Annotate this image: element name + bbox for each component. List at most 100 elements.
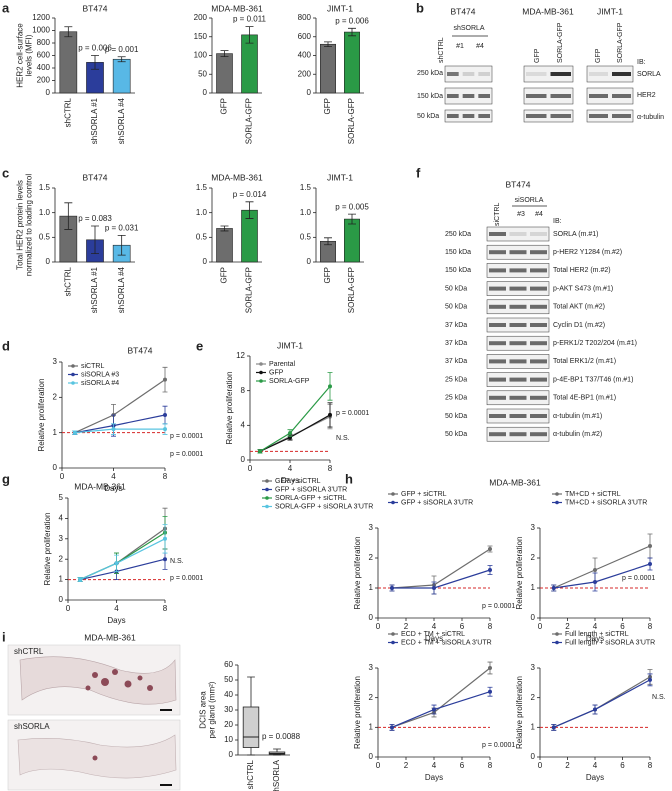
legend-marker bbox=[391, 500, 395, 505]
image-label: shCTRL bbox=[14, 647, 44, 656]
legend-label: Parental bbox=[269, 361, 296, 368]
x-tick-label: shCTRL bbox=[63, 266, 72, 296]
series-line bbox=[553, 676, 651, 728]
annotation: p = 0.0088 bbox=[262, 732, 301, 741]
series-line bbox=[79, 558, 166, 581]
panel-letter: b bbox=[416, 0, 424, 15]
x-tick-label: shCTRL bbox=[246, 759, 255, 789]
annotation: p = 0.0001 bbox=[170, 451, 203, 458]
band bbox=[612, 94, 631, 98]
legend-marker bbox=[391, 640, 395, 645]
annotation: p = 0.031 bbox=[105, 223, 139, 232]
y-tick-label: 3 bbox=[59, 534, 64, 543]
band bbox=[489, 414, 506, 418]
y-tick-label: 1.5 bbox=[300, 183, 312, 192]
lane-label: shSORLA bbox=[453, 25, 484, 32]
band bbox=[509, 359, 527, 364]
antibody: p-HER2 Y1284 (m.#2) bbox=[553, 249, 622, 256]
x-tick-label: GFP bbox=[220, 267, 229, 283]
point bbox=[593, 568, 597, 572]
kda-marker: 50 kDa bbox=[445, 304, 467, 311]
y-tick-label: 2 bbox=[53, 392, 58, 401]
point bbox=[111, 427, 116, 432]
annotation: p = 0.001 bbox=[105, 45, 139, 54]
x-tick-label: 2 bbox=[565, 622, 570, 631]
y-tick-label: 2 bbox=[531, 553, 536, 562]
lane-label: #1 bbox=[456, 43, 464, 50]
point bbox=[163, 427, 167, 432]
y-tick-label: 150 bbox=[194, 32, 208, 41]
lane-label: #4 bbox=[476, 43, 484, 50]
cell-line: BT474 bbox=[450, 6, 475, 16]
x-tick-label: GFP bbox=[323, 98, 332, 114]
y-tick-label: 0.5 bbox=[39, 232, 51, 241]
point bbox=[593, 707, 597, 712]
panel-letter: h bbox=[345, 471, 353, 486]
band bbox=[509, 414, 527, 418]
antibody: p-AKT S473 (m.#1) bbox=[553, 285, 613, 292]
x-tick-label: shSORLA bbox=[272, 759, 281, 791]
blot bbox=[523, 109, 574, 123]
x-tick-label: shSORLA #1 bbox=[90, 266, 99, 313]
y-tick-label: 0 bbox=[307, 257, 312, 266]
series-line bbox=[392, 569, 491, 589]
band bbox=[530, 395, 547, 400]
y-tick-label: 100 bbox=[194, 51, 208, 60]
band bbox=[478, 94, 490, 98]
legend-label: siSORLA #3 bbox=[81, 371, 119, 378]
y-tick-label: 0 bbox=[369, 613, 374, 622]
legend-marker bbox=[265, 496, 269, 500]
legend-label: TM+CD + siSORLA 3'UTR bbox=[565, 499, 647, 506]
kda-marker: 50 kDa bbox=[445, 413, 467, 420]
band bbox=[530, 377, 547, 382]
point bbox=[114, 561, 119, 566]
y-axis-label: Relative proliferation bbox=[37, 379, 46, 452]
y-tick-label: 0 bbox=[46, 257, 51, 266]
x-tick-label: 4 bbox=[111, 472, 116, 481]
bar bbox=[344, 31, 360, 94]
x-tick-label: 6 bbox=[460, 761, 465, 770]
x-tick-label: 8 bbox=[163, 472, 168, 481]
y-tick-label: 1.0 bbox=[196, 208, 208, 217]
band bbox=[509, 268, 527, 273]
band bbox=[478, 72, 490, 76]
antibody: α-tubulin bbox=[637, 114, 664, 121]
legend-marker bbox=[555, 640, 559, 645]
y-tick-label: 0 bbox=[59, 595, 64, 604]
y-tick-label: 400 bbox=[37, 63, 51, 72]
band bbox=[489, 395, 506, 400]
legend-label: siCTRL bbox=[81, 363, 104, 370]
error-bar bbox=[64, 202, 73, 230]
y-tick-label: 400 bbox=[298, 51, 312, 60]
x-tick-label: 0 bbox=[376, 761, 381, 770]
chart-title: JIMT-1 bbox=[327, 3, 353, 13]
x-tick-label: shSORLA #1 bbox=[90, 97, 99, 144]
annotation: p = 0.006 bbox=[78, 44, 112, 53]
point bbox=[488, 547, 492, 551]
band bbox=[509, 304, 527, 309]
legend-label: SORLA-GFP + siSORLA 3'UTR bbox=[275, 503, 373, 510]
point bbox=[648, 544, 652, 548]
annotation: p = 0.0001 bbox=[170, 575, 203, 582]
band bbox=[530, 432, 547, 437]
x-tick-label: 0 bbox=[376, 622, 381, 631]
band bbox=[509, 395, 527, 400]
ib-label: IB: bbox=[553, 218, 562, 225]
x-tick-label: 2 bbox=[404, 761, 409, 770]
band bbox=[489, 232, 506, 236]
antibody: α-tubulin (m.#1) bbox=[553, 413, 602, 420]
x-tick-label: 4 bbox=[593, 622, 598, 631]
kda-marker: 25 kDa bbox=[445, 395, 467, 402]
band bbox=[447, 114, 459, 118]
y-tick-label: 10 bbox=[224, 735, 233, 744]
point bbox=[163, 377, 167, 382]
y-tick-label: 1 bbox=[531, 722, 536, 731]
band bbox=[462, 94, 475, 98]
legend-marker bbox=[71, 364, 75, 368]
x-axis-label: Days bbox=[425, 773, 443, 782]
panel-title: MDA-MB-361 bbox=[489, 477, 541, 487]
box bbox=[242, 706, 260, 748]
error-bar bbox=[220, 225, 229, 232]
band bbox=[489, 377, 506, 382]
x-tick-label: 6 bbox=[620, 622, 625, 631]
